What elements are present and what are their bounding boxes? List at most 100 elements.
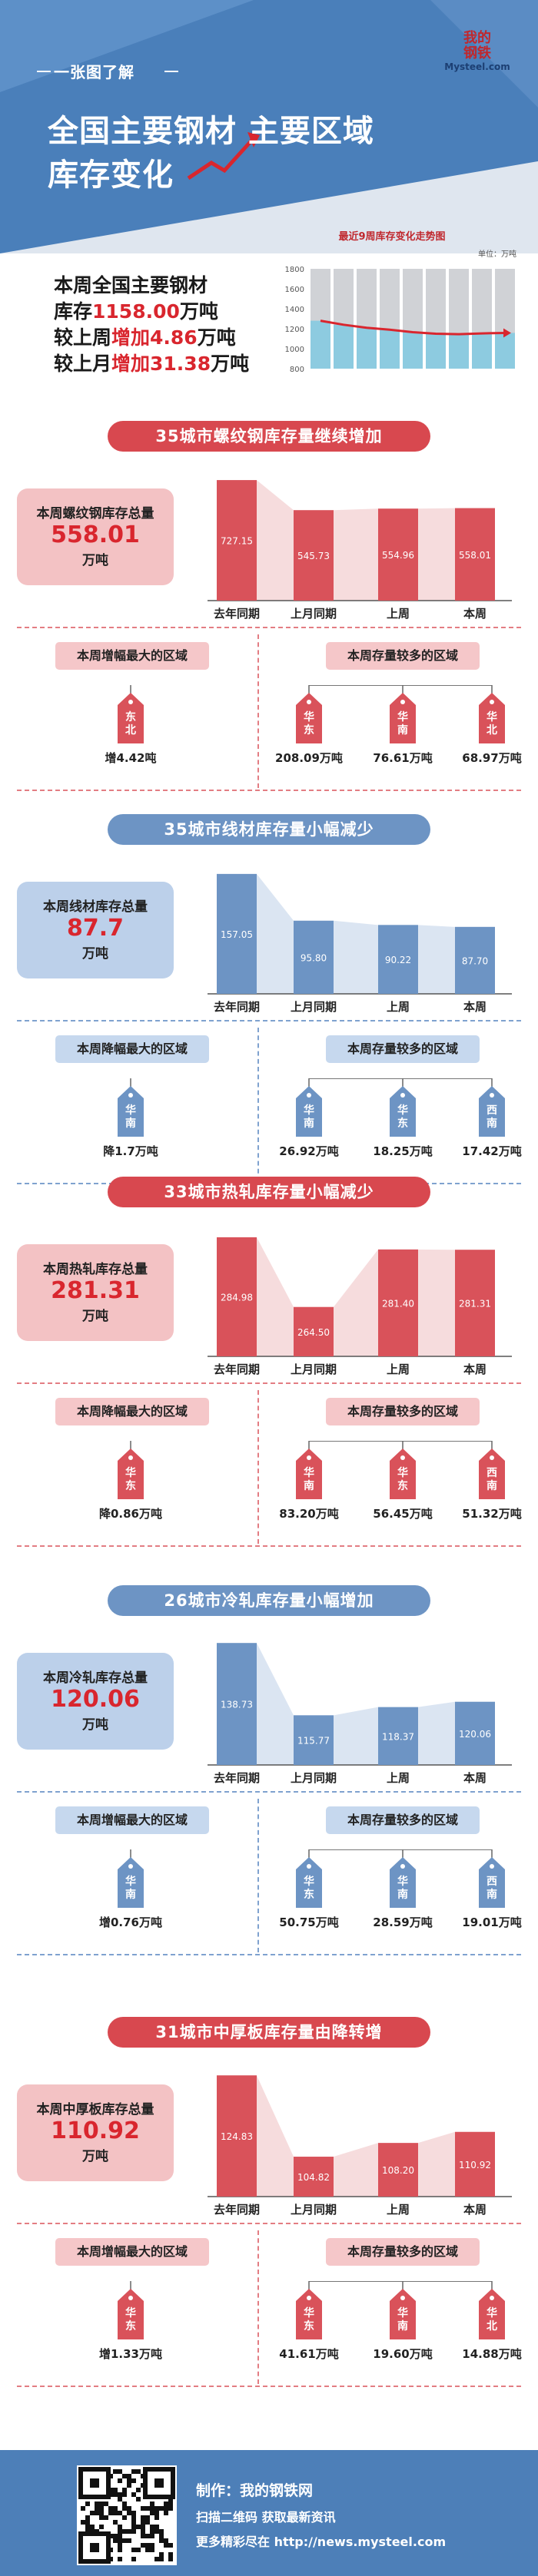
price-tag-icon [479, 1078, 505, 1137]
tag-label: 东北 [116, 711, 145, 737]
bar-0 [217, 873, 257, 994]
category-label: 上月同期 [291, 1771, 337, 1785]
bar-value-label: 120.06 [459, 1729, 491, 1740]
total-label: 本周热轧库存总量 [43, 1262, 148, 1277]
left-region-tag: 东北 [116, 685, 145, 745]
tag-label: 西南 [477, 1876, 506, 1902]
price-tag-icon [296, 685, 322, 743]
tag-char-2: 东 [397, 1480, 408, 1492]
region-value: 14.88万吨 [462, 2347, 522, 2361]
tag-label: 华南 [294, 1104, 324, 1131]
bar-value-label: 157.05 [221, 929, 253, 940]
mini-ytick: 1800 [285, 266, 304, 274]
category-label: 本周 [463, 607, 487, 621]
qr-code[interactable] [77, 2465, 177, 2565]
bar-2 [378, 508, 418, 601]
region-value: 50.75万吨 [279, 1915, 339, 1929]
left-region-tag: 华东 [116, 2281, 145, 2341]
region-value: 19.01万吨 [462, 1915, 522, 1929]
tag-label: 华南 [388, 2307, 417, 2333]
left-region-tag: 华南 [116, 1849, 145, 1909]
header-title-line2: 库存变化 [48, 157, 174, 193]
divider-top [17, 2223, 521, 2224]
price-tag-icon [390, 1849, 416, 1908]
summary-line4-prefix: 较上月 [54, 353, 112, 375]
tag-char-1: 西 [487, 1467, 497, 1479]
mini-trend-line [320, 320, 506, 336]
tag-char-2: 东 [125, 2320, 136, 2333]
right-region-tag: 华东 [388, 1441, 417, 1501]
total-box: 本周螺纹钢库存总量 558.01 万吨 [17, 488, 174, 585]
tag-char-1: 华 [125, 2307, 136, 2319]
region-value: 83.20万吨 [279, 1507, 339, 1521]
bar-value-label: 281.31 [459, 1299, 491, 1310]
tag-label: 华东 [116, 1467, 145, 1493]
price-tag-icon [390, 2281, 416, 2339]
section-bar-chart: 124.83 去年同期 104.82 上月同期 108.20 上周 110.92 本周 [208, 2075, 512, 2217]
tag-char-1: 西 [487, 1104, 497, 1117]
price-tag-icon [118, 685, 144, 743]
mini-bar [311, 320, 330, 369]
category-label: 上月同期 [291, 1000, 337, 1014]
mini-bar [380, 329, 400, 369]
summary-line1-text: 本周全国主要钢材 [54, 274, 208, 296]
bar-value-label: 727.15 [221, 536, 253, 547]
footer-scan: 扫描二维码 获取最新资讯 [196, 2510, 336, 2525]
price-tag-icon [479, 1441, 505, 1499]
section-bar-chart: 138.73 去年同期 115.77 上月同期 118.37 上周 120.06 本周 [208, 1643, 512, 1785]
tag-char-1: 华 [487, 2307, 497, 2319]
tag-label: 华东 [388, 1467, 417, 1493]
tag-char-2: 南 [125, 1117, 136, 1130]
left-region-title: 本周降幅最大的区域 [55, 1398, 209, 1425]
bar-value-label: 104.82 [297, 2172, 330, 2183]
bar-value-label: 110.92 [459, 2160, 491, 2170]
tag-char-1: 华 [487, 711, 497, 723]
bar-value-label: 118.37 [382, 1731, 414, 1742]
region-value: 51.32万吨 [462, 1507, 522, 1521]
mini-chart-title: 最近9周库存变化走势图 [338, 230, 445, 243]
section-bar-chart: 284.98 去年同期 264.50 上月同期 281.40 上周 281.31 本周 [208, 1237, 512, 1376]
category-label: 上周 [387, 607, 410, 621]
tag-char-2: 东 [304, 724, 314, 737]
bar-value-label: 545.73 [297, 551, 330, 561]
bar-value-label: 87.70 [462, 955, 488, 966]
bar-3 [455, 508, 495, 601]
summary-line-1: 本周全国主要钢材 [54, 270, 208, 298]
right-region-tag: 华南 [294, 1078, 324, 1138]
bar-2 [378, 1707, 418, 1765]
tag-connector [309, 2281, 492, 2282]
category-label: 本周 [463, 1000, 487, 1014]
bar-value-label: 284.98 [221, 1292, 253, 1303]
divider-bottom [17, 1545, 521, 1547]
section-title: 35城市线材库存量小幅减少 [108, 814, 430, 845]
tag-label: 西南 [477, 1467, 506, 1493]
tag-connector [309, 685, 492, 686]
mini-ytick: 1600 [285, 286, 304, 294]
total-value: 120.06 [51, 1686, 140, 1713]
chart-band [217, 2075, 495, 2197]
tag-label: 华东 [294, 1876, 324, 1902]
tag-connector [309, 1849, 492, 1850]
category-label: 上月同期 [291, 607, 337, 621]
mini-bar [495, 333, 515, 369]
footer-more-link[interactable]: 更多精彩尽在 http://news.mysteel.com [196, 2535, 447, 2549]
bar-value-label: 264.50 [297, 1327, 330, 1338]
total-box: 本周冷轧库存总量 120.06 万吨 [17, 1653, 174, 1750]
right-region-tag: 华东 [294, 1849, 324, 1909]
region-value: 19.60万吨 [373, 2347, 433, 2361]
right-region-tag: 华东 [294, 685, 324, 745]
right-region-tag: 西南 [477, 1849, 506, 1909]
total-box: 本周热轧库存总量 281.31 万吨 [17, 1244, 174, 1341]
header-banner: 一张图了解 全国主要钢材 主要区域 库存变化 我的 钢铁 Mysteel.com [0, 0, 538, 253]
tag-char-2: 北 [487, 2320, 497, 2333]
section-title: 33城市热轧库存量小幅减少 [108, 1177, 430, 1207]
right-region-tag: 华南 [294, 1441, 324, 1501]
total-value: 558.01 [51, 521, 140, 548]
summary-total-value: 1158.00 [92, 300, 180, 323]
divider-top [17, 1020, 521, 1021]
total-value: 87.7 [66, 915, 125, 942]
bar-1 [294, 2157, 334, 2197]
mini-bar [403, 332, 423, 369]
summary-monthly-change: 增加31.38 [111, 353, 211, 375]
price-tag-icon [296, 1078, 322, 1137]
